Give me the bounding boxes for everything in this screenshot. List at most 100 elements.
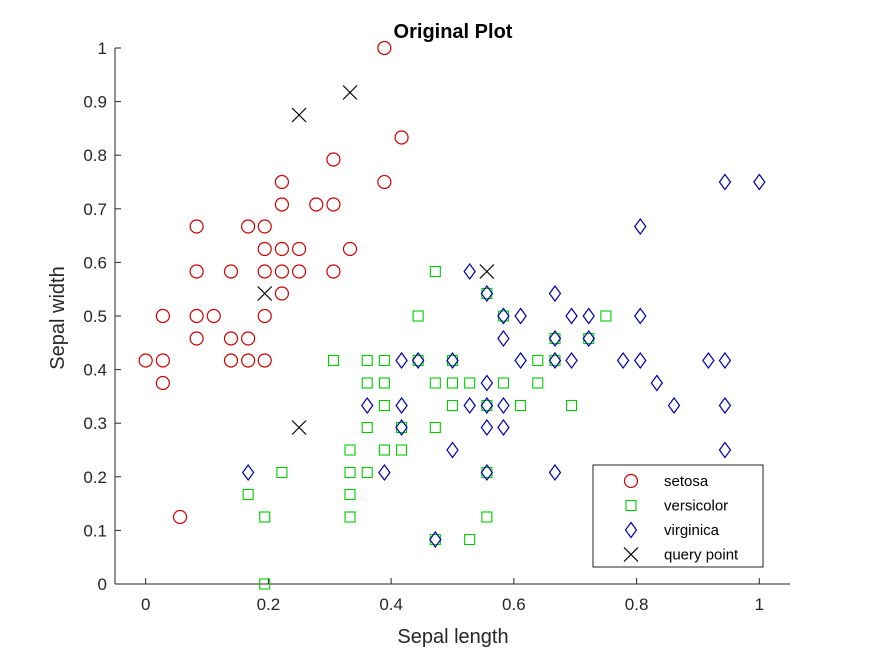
virginica-point xyxy=(429,530,442,549)
versicolor-point xyxy=(378,399,390,412)
virginica-point xyxy=(463,396,476,415)
setosa-point xyxy=(257,353,272,368)
versicolor-point xyxy=(464,533,476,546)
virginica-point xyxy=(718,173,732,191)
virginica-point xyxy=(480,463,494,482)
versicolor-point xyxy=(565,399,578,412)
virginica-point xyxy=(360,396,374,415)
setosa-point xyxy=(257,241,272,257)
versicolor-point xyxy=(396,444,408,456)
virginica-point xyxy=(446,441,459,459)
virginica-point xyxy=(446,351,459,370)
virginica-point xyxy=(395,418,408,437)
setosa-point xyxy=(189,219,204,234)
virginica-point xyxy=(241,463,255,482)
setosa-point xyxy=(274,264,290,279)
versicolor-point xyxy=(446,399,459,412)
setosa-point xyxy=(155,308,170,324)
versicolor-point xyxy=(429,265,441,278)
y-tick-label: 0.7 xyxy=(83,200,107,219)
setosa-point xyxy=(138,353,153,368)
y-tick-label: 0.2 xyxy=(83,468,107,487)
virginica-point xyxy=(378,463,391,482)
setosa-point xyxy=(223,331,239,346)
y-tick-label: 0 xyxy=(98,575,107,594)
versicolor-point xyxy=(242,488,254,501)
setosa-point xyxy=(223,264,239,279)
legend-box xyxy=(592,464,764,568)
versicolor-point xyxy=(361,377,373,389)
chart-title: Original Plot xyxy=(394,21,513,43)
versicolor-point xyxy=(259,578,271,590)
virginica-point xyxy=(480,418,494,437)
virginica-point xyxy=(548,284,562,303)
setosa-point xyxy=(241,331,256,346)
setosa-point xyxy=(155,375,170,391)
virginica-point xyxy=(480,374,494,392)
x-tick-label: 0.8 xyxy=(625,595,649,614)
virginica-point xyxy=(718,396,732,415)
virginica-point xyxy=(650,374,664,392)
virginica-point xyxy=(548,463,562,482)
virginica-point xyxy=(582,307,595,325)
virginica-point xyxy=(667,396,681,415)
legend-marker-setosa xyxy=(623,473,639,489)
query-point-point xyxy=(291,420,307,435)
setosa-point xyxy=(274,174,290,190)
virginica-point xyxy=(634,351,647,370)
versicolor-point xyxy=(378,354,390,367)
virginica-point xyxy=(497,329,510,348)
versicolor-point xyxy=(344,444,356,456)
setosa-point xyxy=(223,353,239,368)
virginica-point xyxy=(548,329,562,348)
y-tick-label: 1 xyxy=(98,39,107,58)
setosa-point xyxy=(274,286,290,301)
virginica-point xyxy=(616,351,630,370)
setosa-point xyxy=(241,219,256,234)
setosa-point xyxy=(326,264,341,279)
setosa-point xyxy=(189,308,204,324)
y-tick-label: 0.4 xyxy=(83,361,107,380)
virginica-point xyxy=(702,351,715,370)
legend-label-setosa: setosa xyxy=(664,473,709,490)
setosa-point xyxy=(291,264,307,279)
x-tick-label: 1 xyxy=(755,595,764,614)
setosa-point xyxy=(155,353,170,368)
versicolor-point xyxy=(378,444,390,456)
legend-marker-virginica xyxy=(624,521,638,539)
versicolor-point xyxy=(497,377,509,389)
setosa-point xyxy=(257,264,272,279)
legend: setosa versicolor virginica query point xyxy=(592,464,764,568)
setosa-point xyxy=(291,241,307,257)
setosa-point xyxy=(342,241,358,257)
setosa-point xyxy=(257,219,272,234)
versicolor-point xyxy=(464,377,476,389)
query-point-point xyxy=(257,286,273,301)
virginica-point xyxy=(565,351,578,370)
versicolor-point xyxy=(532,354,544,367)
versicolor-point xyxy=(344,488,356,501)
y-tick-label: 0.3 xyxy=(83,414,107,433)
virginica-point xyxy=(634,217,647,236)
x-tick-label: 0.2 xyxy=(257,595,281,614)
virginica-point xyxy=(497,307,510,325)
y-tick-label: 0.1 xyxy=(83,521,107,540)
versicolor-point xyxy=(600,310,612,322)
virginica-point xyxy=(395,396,408,415)
query-point-point xyxy=(291,107,307,123)
virginica-point xyxy=(480,284,494,303)
virginica-point xyxy=(514,307,527,325)
plot-area: 0 0.2 0.4 0.6 0.8 1 0 0.1 0.2 0.3 0.4 0.5 0.6 0.7 0.8 0… xyxy=(83,39,790,614)
virginica-point xyxy=(718,351,732,370)
virginica-point xyxy=(514,351,527,370)
setosa-point xyxy=(241,353,256,368)
virginica-point xyxy=(411,351,425,370)
versicolor-point xyxy=(361,354,373,367)
versicolor-point xyxy=(276,466,288,479)
y-tick-label: 0.6 xyxy=(83,253,107,272)
y-tick-label: 0.8 xyxy=(83,146,107,165)
setosa-point xyxy=(326,152,341,167)
versicolor-point xyxy=(344,466,356,479)
versicolor-point xyxy=(259,511,271,523)
setosa-point xyxy=(309,197,324,212)
